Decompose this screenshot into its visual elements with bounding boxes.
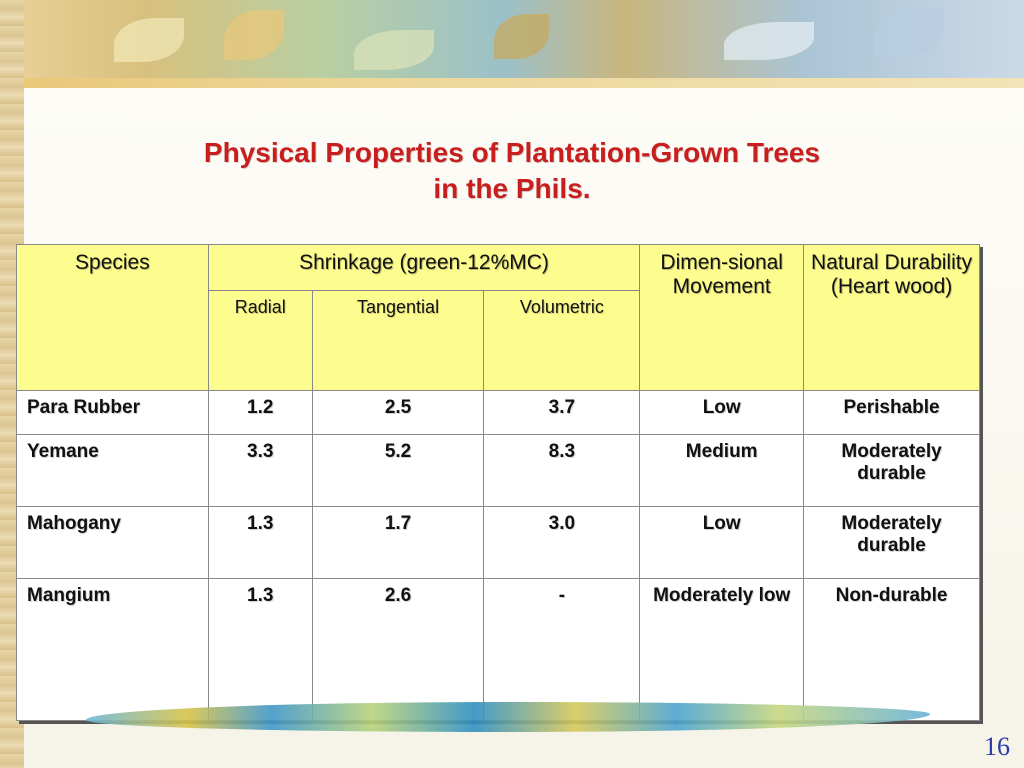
title-line-1: Physical Properties of Plantation-Grown … — [203, 137, 821, 168]
cell-radial: 1.3 — [207, 578, 313, 721]
table-row: Para Rubber 1.2 2.5 3.7 Low Perishable — [16, 390, 980, 435]
cell-volumetric: 8.3 — [483, 434, 641, 507]
cell-tangential: 5.2 — [311, 434, 485, 507]
header-radial: Radial — [207, 290, 313, 391]
page-number: 16 — [984, 732, 1010, 761]
cell-movement: Medium — [639, 434, 805, 507]
table-row: Mahogany 1.3 1.7 3.0 Low Moderately dura… — [16, 506, 980, 579]
cell-species: Mangium — [16, 578, 209, 721]
cell-movement: Low — [639, 506, 805, 579]
title-line-2: in the Phils. — [433, 173, 591, 204]
table-row: Yemane 3.3 5.2 8.3 Medium Moderately dur… — [16, 434, 980, 507]
cell-radial: 1.2 — [207, 390, 313, 435]
leaf-decoration — [724, 22, 814, 60]
cell-species: Para Rubber — [16, 390, 209, 435]
cell-volumetric: 3.7 — [483, 390, 641, 435]
properties-table: Species Shrinkage (green-12%MC) Dimen-si… — [16, 244, 980, 721]
leaf-decoration — [224, 10, 284, 60]
cell-durability: Perishable — [803, 390, 980, 435]
cell-movement: Moderately low — [639, 578, 805, 721]
header-species: Species — [16, 244, 209, 391]
cell-radial: 1.3 — [207, 506, 313, 579]
cell-radial: 3.3 — [207, 434, 313, 507]
cell-durability: Non-durable — [803, 578, 980, 721]
top-decorative-banner — [24, 0, 1024, 88]
cell-durability: Moderately durable — [803, 434, 980, 507]
slide-title: Physical Properties of Plantation-Grown … — [0, 135, 1024, 207]
cell-volumetric: 3.0 — [483, 506, 641, 579]
header-shrinkage: Shrinkage (green-12%MC) — [207, 244, 641, 291]
cell-species: Yemane — [16, 434, 209, 507]
table-subheader-row: Radial Tangential Volumetric — [17, 290, 980, 391]
leaf-decoration — [354, 30, 434, 70]
header-volumetric: Volumetric — [483, 290, 641, 391]
cell-durability: Moderately durable — [803, 506, 980, 579]
header-natural-durability: Natural Durability (Heart wood) — [803, 244, 980, 391]
leaf-decoration — [874, 8, 944, 58]
cell-species: Mahogany — [16, 506, 209, 579]
cell-tangential: 2.5 — [311, 390, 485, 435]
bottom-decorative-wave — [86, 702, 930, 732]
cell-tangential: 1.7 — [311, 506, 485, 579]
table-row: Mangium 1.3 2.6 - Moderately low Non-dur… — [16, 578, 980, 721]
cell-tangential: 2.6 — [311, 578, 485, 721]
leaf-decoration — [494, 14, 549, 59]
cell-volumetric: - — [483, 578, 641, 721]
table-header-row: Species Shrinkage (green-12%MC) Dimen-si… — [16, 244, 980, 391]
header-dimensional-movement: Dimen-sional Movement — [639, 244, 805, 391]
cell-movement: Low — [639, 390, 805, 435]
header-tangential: Tangential — [311, 290, 485, 391]
leaf-decoration — [114, 18, 184, 62]
